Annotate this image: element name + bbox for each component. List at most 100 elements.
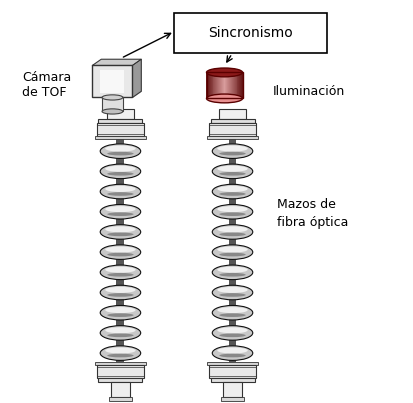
Polygon shape (133, 59, 141, 98)
Ellipse shape (105, 206, 135, 212)
Bar (97, 367, 144, 376)
Ellipse shape (212, 326, 253, 340)
Polygon shape (93, 59, 141, 65)
Ellipse shape (217, 347, 248, 353)
Ellipse shape (212, 225, 253, 239)
Text: Sincronismo: Sincronismo (208, 27, 293, 40)
Ellipse shape (217, 145, 248, 152)
Bar (209, 123, 256, 136)
Ellipse shape (212, 144, 253, 158)
Ellipse shape (107, 233, 134, 236)
Ellipse shape (212, 265, 253, 280)
Bar (207, 73, 208, 98)
Ellipse shape (100, 285, 141, 300)
Ellipse shape (107, 253, 134, 256)
Bar (100, 70, 124, 93)
Ellipse shape (100, 204, 141, 219)
Ellipse shape (212, 204, 253, 219)
Bar (93, 65, 133, 98)
Bar (211, 119, 254, 123)
Bar (221, 73, 222, 98)
Bar (207, 136, 258, 139)
Ellipse shape (219, 253, 246, 256)
Ellipse shape (107, 192, 134, 196)
Ellipse shape (212, 305, 253, 320)
Ellipse shape (100, 164, 141, 179)
Bar (97, 365, 144, 378)
Ellipse shape (100, 245, 141, 260)
Ellipse shape (217, 267, 248, 273)
Bar (95, 361, 146, 365)
Bar (241, 73, 242, 98)
Ellipse shape (102, 95, 123, 100)
Bar (235, 73, 237, 98)
Bar (97, 123, 144, 136)
Bar (209, 367, 256, 376)
Bar (234, 73, 235, 98)
Bar (225, 73, 227, 98)
Ellipse shape (107, 172, 134, 176)
Bar (211, 73, 212, 98)
Ellipse shape (100, 305, 141, 320)
Bar (102, 98, 123, 112)
Ellipse shape (206, 94, 242, 103)
Ellipse shape (100, 346, 141, 360)
Ellipse shape (219, 192, 246, 196)
Ellipse shape (105, 307, 135, 313)
Ellipse shape (107, 293, 134, 297)
Bar (220, 73, 221, 98)
Ellipse shape (107, 313, 134, 317)
Ellipse shape (219, 293, 246, 297)
Ellipse shape (219, 354, 246, 357)
Ellipse shape (105, 247, 135, 253)
Bar (232, 73, 233, 98)
Bar (97, 125, 144, 134)
Bar (219, 110, 246, 119)
Bar (228, 139, 237, 361)
Bar (213, 73, 214, 98)
Ellipse shape (212, 184, 253, 199)
Bar (218, 73, 219, 98)
Ellipse shape (217, 166, 248, 172)
Bar (225, 73, 226, 98)
Bar (209, 125, 256, 134)
Ellipse shape (206, 68, 242, 77)
Ellipse shape (105, 327, 135, 333)
Bar (214, 73, 215, 98)
Bar (215, 73, 216, 98)
Ellipse shape (105, 267, 135, 273)
Ellipse shape (107, 334, 134, 337)
Text: Iluminación: Iluminación (273, 85, 345, 98)
Ellipse shape (105, 166, 135, 172)
Text: Mazos de
fibra óptica: Mazos de fibra óptica (277, 198, 348, 229)
Bar (98, 119, 142, 123)
Bar (233, 73, 234, 98)
Bar (216, 73, 218, 98)
Ellipse shape (217, 307, 248, 313)
Ellipse shape (100, 265, 141, 280)
Ellipse shape (217, 186, 248, 192)
Bar (230, 73, 231, 98)
Bar (239, 73, 241, 98)
Ellipse shape (100, 326, 141, 340)
Bar (209, 73, 210, 98)
Ellipse shape (105, 186, 135, 192)
Ellipse shape (107, 152, 134, 156)
Bar (228, 73, 230, 98)
Ellipse shape (217, 226, 248, 233)
Ellipse shape (217, 206, 248, 212)
Bar (227, 73, 228, 98)
Bar (116, 139, 124, 361)
Ellipse shape (105, 287, 135, 293)
Bar (210, 73, 211, 98)
Bar (98, 378, 142, 382)
Bar (222, 73, 223, 98)
Bar (209, 365, 256, 378)
Ellipse shape (217, 287, 248, 293)
Ellipse shape (212, 164, 253, 179)
Ellipse shape (219, 233, 246, 236)
Bar (238, 73, 240, 98)
Bar (207, 361, 258, 365)
Bar (237, 73, 239, 98)
Ellipse shape (100, 144, 141, 158)
